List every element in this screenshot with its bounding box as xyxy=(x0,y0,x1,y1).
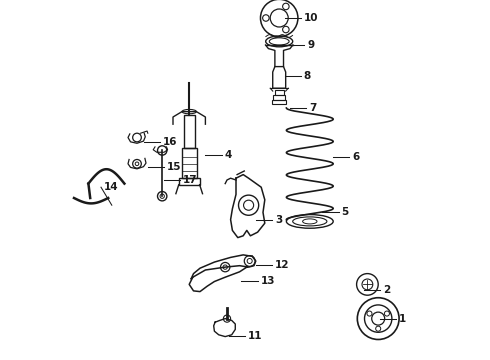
Text: 9: 9 xyxy=(307,40,315,50)
Text: 14: 14 xyxy=(104,182,119,192)
Bar xyxy=(274,90,284,95)
Bar xyxy=(182,148,197,178)
Text: 5: 5 xyxy=(342,207,349,217)
Text: 6: 6 xyxy=(352,152,360,162)
Text: 3: 3 xyxy=(275,215,282,225)
Text: 10: 10 xyxy=(304,13,318,23)
Bar xyxy=(273,95,285,100)
Text: 7: 7 xyxy=(309,103,317,113)
Text: 11: 11 xyxy=(248,330,262,341)
Bar xyxy=(179,178,199,185)
Text: 16: 16 xyxy=(163,137,178,147)
Text: 17: 17 xyxy=(183,175,197,185)
Bar xyxy=(184,115,195,148)
Text: 2: 2 xyxy=(383,285,390,295)
Text: 8: 8 xyxy=(304,71,311,81)
Text: 13: 13 xyxy=(261,276,275,286)
Text: 1: 1 xyxy=(399,314,406,324)
Text: 4: 4 xyxy=(224,150,232,160)
Text: 15: 15 xyxy=(167,162,181,172)
Bar xyxy=(272,100,286,104)
Text: 12: 12 xyxy=(275,260,290,270)
